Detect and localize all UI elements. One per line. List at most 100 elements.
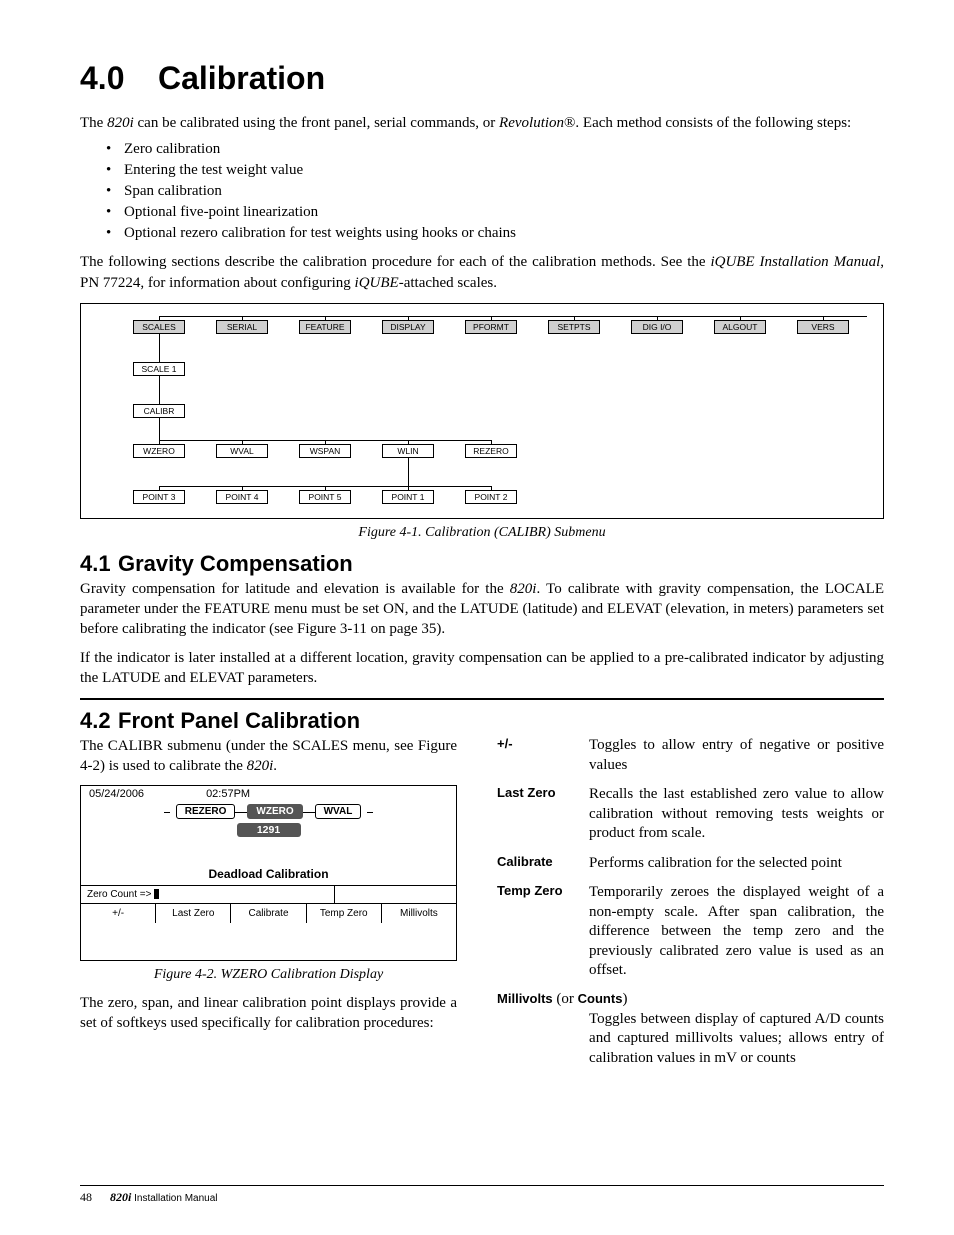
- menu-vers: VERS: [797, 320, 849, 334]
- definition-plusminus: +/- Toggles to allow entry of negative o…: [497, 736, 884, 775]
- product-name: 820i: [110, 1190, 131, 1204]
- sub1-para-1: Gravity compensation for latitude and el…: [80, 579, 884, 640]
- menu-setpts: SETPTS: [548, 320, 600, 334]
- page-number: 48: [80, 1190, 92, 1204]
- definition-text: Temporarily zeroes the displayed weight …: [589, 883, 884, 981]
- display-value: 1291: [237, 823, 301, 837]
- definition-term: Temp Zero: [497, 883, 589, 981]
- intro-para-2: The following sections describe the cali…: [80, 252, 884, 293]
- product-name: iQUBE: [355, 275, 399, 291]
- softkey-plusminus: +/-: [81, 904, 156, 923]
- connector-line: [367, 812, 373, 813]
- text: can be calibrated using the front panel,…: [134, 115, 499, 131]
- text: -attached scales.: [399, 275, 497, 291]
- connector-line: [823, 316, 824, 320]
- product-name: 820i: [247, 758, 274, 774]
- sub2-left-para-2: The zero, span, and linear calibration p…: [80, 993, 457, 1034]
- text: ®. Each method consists of the following…: [564, 115, 851, 131]
- product-name: Revolution: [499, 115, 564, 131]
- softkey-row: +/- Last Zero Calibrate Temp Zero Milliv…: [81, 904, 456, 923]
- zero-count-field: Zero Count =>: [81, 886, 335, 903]
- subsection-name: Gravity Compensation: [118, 551, 353, 576]
- connector-line: [159, 376, 160, 404]
- two-column-layout: The CALIBR submenu (under the SCALES men…: [80, 736, 884, 1078]
- text: The: [80, 115, 107, 131]
- display-input-row: Zero Count =>: [81, 885, 456, 904]
- subsection-4-2-title: 4.2Front Panel Calibration: [80, 708, 884, 734]
- text: .: [273, 758, 277, 774]
- menu-scale1: SCALE 1: [133, 362, 185, 376]
- menu-point2: POINT 2: [465, 490, 517, 504]
- menu-point1: POINT 1: [382, 490, 434, 504]
- menu-point5: POINT 5: [299, 490, 351, 504]
- connector-line: [164, 812, 170, 813]
- product-name: 820i: [510, 581, 537, 597]
- definition-millivolts: Toggles between display of captured A/D …: [497, 1010, 884, 1069]
- text: The following sections describe the cali…: [80, 254, 710, 270]
- term-counts: Counts: [578, 991, 623, 1006]
- menu-wspan: WSPAN: [299, 444, 351, 458]
- left-column: The CALIBR submenu (under the SCALES men…: [80, 736, 457, 1078]
- display-header: 05/24/2006 02:57PM: [81, 786, 456, 800]
- list-item: Optional rezero calibration for test wei…: [124, 223, 884, 244]
- figure-4-2-caption: Figure 4-2. WZERO Calibration Display: [80, 967, 457, 983]
- text: ): [622, 991, 627, 1007]
- section-name: Calibration: [158, 60, 325, 96]
- definition-millivolts-header: Millivolts (or Counts): [497, 991, 884, 1008]
- menu-display: DISPLAY: [382, 320, 434, 334]
- definition-lastzero: Last Zero Recalls the last established z…: [497, 785, 884, 844]
- definition-text: Recalls the last established zero value …: [589, 785, 884, 844]
- list-item: Entering the test weight value: [124, 160, 884, 181]
- definition-text: Performs calibration for the selected po…: [589, 854, 884, 874]
- connector-line: [325, 316, 326, 320]
- menu-calibr: CALIBR: [133, 404, 185, 418]
- menu-point3: POINT 3: [133, 490, 185, 504]
- section-number: 4.0: [80, 60, 158, 97]
- definition-term: Calibrate: [497, 854, 589, 874]
- connector-line: [242, 316, 243, 320]
- display-tabs: REZERO WZERO WVAL: [81, 800, 456, 819]
- tab-wzero-selected: WZERO: [247, 804, 302, 819]
- menu-scales: SCALES: [133, 320, 185, 334]
- tab-wval: WVAL: [315, 804, 362, 819]
- section-title: 4.0Calibration: [80, 60, 884, 97]
- subsection-name: Front Panel Calibration: [118, 708, 360, 733]
- sub1-para-2: If the indicator is later installed at a…: [80, 648, 884, 689]
- definition-term-blank: [497, 1010, 589, 1069]
- definition-tempzero: Temp Zero Temporarily zeroes the display…: [497, 883, 884, 981]
- menu-rezero: REZERO: [465, 444, 517, 458]
- term-millivolts: Millivolts: [497, 991, 553, 1006]
- connector-line: [159, 316, 160, 320]
- calibr-submenu-diagram: SCALES SERIAL FEATURE DISPLAY PFORMT SET…: [80, 303, 884, 519]
- definition-text: Toggles to allow entry of negative or po…: [589, 736, 884, 775]
- text: Zero Count =>: [87, 889, 154, 900]
- softkey-millivolts: Millivolts: [382, 904, 456, 923]
- intro-bullets: Zero calibration Entering the test weigh…: [80, 139, 884, 244]
- connector-line: [235, 812, 241, 813]
- list-item: Optional five-point linearization: [124, 202, 884, 223]
- menu-pformt: PFORMT: [465, 320, 517, 334]
- definition-term: Last Zero: [497, 785, 589, 844]
- figure-4-1-caption: Figure 4-1. Calibration (CALIBR) Submenu: [80, 525, 884, 541]
- definition-term: +/-: [497, 736, 589, 775]
- manual-label: Installation Manual: [131, 1193, 217, 1204]
- text: Gravity compensation for latitude and el…: [80, 581, 510, 597]
- text: (or: [553, 991, 578, 1007]
- connector-line: [159, 418, 160, 440]
- subsection-4-1-title: 4.1Gravity Compensation: [80, 551, 884, 577]
- tab-rezero: REZERO: [176, 804, 236, 819]
- right-column: +/- Toggles to allow entry of negative o…: [497, 736, 884, 1078]
- manual-name: iQUBE Installation Manual: [710, 254, 880, 270]
- softkey-calibrate: Calibrate: [231, 904, 306, 923]
- section-divider: [80, 698, 884, 700]
- product-name: 820i: [107, 115, 134, 131]
- subsection-number: 4.1: [80, 551, 118, 577]
- definition-calibrate: Calibrate Performs calibration for the s…: [497, 854, 884, 874]
- connector-line: [159, 334, 160, 362]
- display-message: Deadload Calibration: [81, 867, 456, 881]
- menu-wval: WVAL: [216, 444, 268, 458]
- menu-digio: DIG I/O: [631, 320, 683, 334]
- definition-text: Toggles between display of captured A/D …: [589, 1010, 884, 1069]
- list-item: Span calibration: [124, 181, 884, 202]
- softkey-tempzero: Temp Zero: [307, 904, 382, 923]
